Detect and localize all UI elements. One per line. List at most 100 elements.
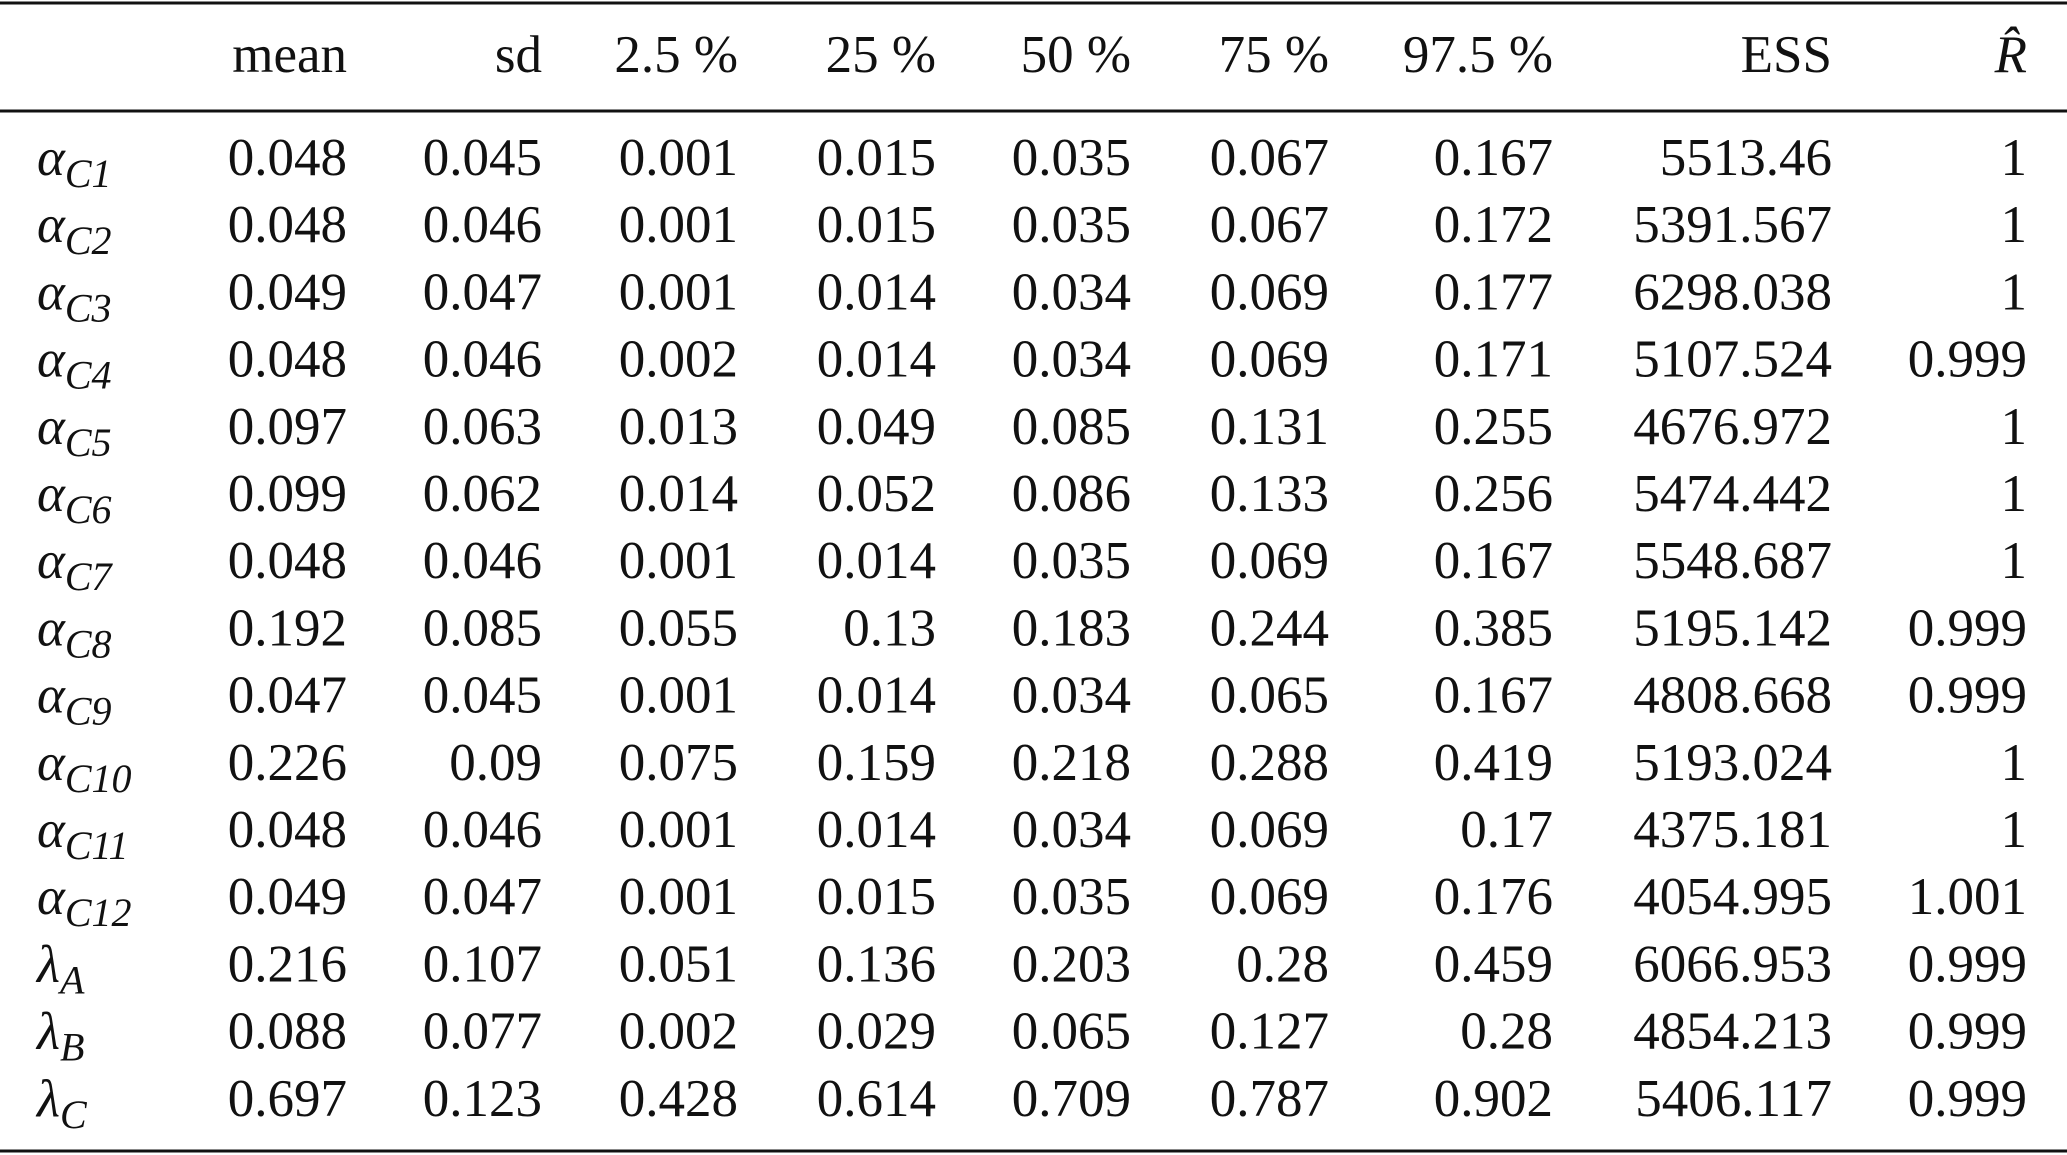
cell: 0.28 bbox=[1460, 1003, 1553, 1061]
cell: 4054.995 bbox=[1633, 868, 1832, 926]
cell: 5195.142 bbox=[1633, 599, 1832, 657]
cell: 0.063 bbox=[423, 398, 542, 456]
cell: 0.014 bbox=[817, 801, 936, 859]
row-symbol: α bbox=[37, 532, 66, 590]
cell: 0.17 bbox=[1460, 801, 1553, 859]
cell: 0.999 bbox=[1908, 935, 2027, 993]
cell: 0.085 bbox=[1012, 398, 1131, 456]
cell: 0.069 bbox=[1210, 263, 1329, 321]
cell: 0.001 bbox=[619, 667, 738, 725]
cell: 0.015 bbox=[817, 868, 936, 926]
cell: 1 bbox=[2001, 398, 2028, 456]
cell: 1 bbox=[2001, 129, 2028, 187]
cell: 0.013 bbox=[619, 398, 738, 456]
cell: 0.086 bbox=[1012, 465, 1131, 523]
row-label: αC3 bbox=[37, 263, 112, 330]
cell: 0.167 bbox=[1434, 667, 1553, 725]
cell: 0.048 bbox=[228, 129, 347, 187]
row-subscript: C bbox=[60, 1092, 88, 1137]
cell: 0.177 bbox=[1434, 263, 1553, 321]
cell: 1 bbox=[2001, 263, 2028, 321]
cell: 0.014 bbox=[817, 667, 936, 725]
cell: 0.035 bbox=[1012, 196, 1131, 254]
cell: 0.069 bbox=[1210, 532, 1329, 590]
column-header: 97.5 % bbox=[1403, 26, 1553, 84]
row-symbol: α bbox=[37, 868, 66, 926]
cell: 0.697 bbox=[228, 1070, 347, 1128]
cell: 0.614 bbox=[817, 1070, 936, 1128]
row-label: λB bbox=[35, 1003, 84, 1070]
row-symbol: α bbox=[37, 465, 66, 523]
column-header: 25 % bbox=[826, 26, 936, 84]
row-symbol: α bbox=[37, 734, 66, 792]
column-header: R̂ bbox=[1994, 26, 2027, 84]
row-label: αC1 bbox=[37, 129, 112, 196]
cell: 0.048 bbox=[228, 801, 347, 859]
cell: 0.046 bbox=[423, 801, 542, 859]
cell: 1 bbox=[2001, 532, 2028, 590]
cell: 0.256 bbox=[1434, 465, 1553, 523]
cell: 5474.442 bbox=[1633, 465, 1832, 523]
cell: 6066.953 bbox=[1633, 935, 1832, 993]
cell: 0.035 bbox=[1012, 868, 1131, 926]
row-label: αC10 bbox=[37, 734, 132, 801]
cell: 0.002 bbox=[619, 331, 738, 389]
cell: 0.035 bbox=[1012, 129, 1131, 187]
cell: 0.088 bbox=[228, 1003, 347, 1061]
cell: 0.999 bbox=[1908, 331, 2027, 389]
cell: 0.069 bbox=[1210, 331, 1329, 389]
column-header: 2.5 % bbox=[614, 26, 738, 84]
cell: 0.069 bbox=[1210, 801, 1329, 859]
cell: 0.014 bbox=[817, 331, 936, 389]
cell: 0.902 bbox=[1434, 1070, 1553, 1128]
cell: 0.001 bbox=[619, 868, 738, 926]
row-label: αC5 bbox=[37, 398, 112, 465]
row-subscript: C1 bbox=[65, 151, 112, 196]
cell: 0.035 bbox=[1012, 532, 1131, 590]
cell: 0.159 bbox=[817, 734, 936, 792]
row-symbol: α bbox=[37, 667, 66, 725]
row-subscript: C3 bbox=[65, 285, 112, 330]
cell: 1 bbox=[2001, 465, 2028, 523]
cell: 5513.46 bbox=[1660, 129, 1832, 187]
row-symbol: α bbox=[37, 801, 66, 859]
cell: 0.077 bbox=[423, 1003, 542, 1061]
cell: 0.062 bbox=[423, 465, 542, 523]
cell: 0.999 bbox=[1908, 1003, 2027, 1061]
cell: 0.999 bbox=[1908, 667, 2027, 725]
row-subscript: A bbox=[57, 957, 85, 1002]
column-header: ESS bbox=[1741, 26, 1832, 84]
cell: 0.065 bbox=[1210, 667, 1329, 725]
cell: 0.167 bbox=[1434, 532, 1553, 590]
cell: 0.428 bbox=[619, 1070, 738, 1128]
cell: 0.244 bbox=[1210, 599, 1329, 657]
cell: 0.045 bbox=[423, 129, 542, 187]
cell: 1.001 bbox=[1908, 868, 2027, 926]
row-subscript: C2 bbox=[65, 218, 112, 263]
cell: 0.015 bbox=[817, 129, 936, 187]
column-header: sd bbox=[495, 26, 542, 84]
cell: 0.014 bbox=[817, 263, 936, 321]
row-symbol: α bbox=[37, 331, 66, 389]
cell: 0.171 bbox=[1434, 331, 1553, 389]
cell: 0.28 bbox=[1236, 935, 1329, 993]
cell: 0.067 bbox=[1210, 196, 1329, 254]
cell: 0.176 bbox=[1434, 868, 1553, 926]
cell: 0.049 bbox=[228, 263, 347, 321]
row-symbol: α bbox=[37, 398, 66, 456]
row-subscript: C9 bbox=[65, 689, 112, 734]
row-symbol: α bbox=[37, 129, 66, 187]
cell: 0.385 bbox=[1434, 599, 1553, 657]
cell: 0.099 bbox=[228, 465, 347, 523]
row-symbol: α bbox=[37, 263, 66, 321]
cell: 5406.117 bbox=[1635, 1070, 1832, 1128]
cell: 0.097 bbox=[228, 398, 347, 456]
cell: 0.001 bbox=[619, 532, 738, 590]
cell: 4808.668 bbox=[1633, 667, 1832, 725]
row-label: αC12 bbox=[37, 868, 132, 935]
row-label: αC8 bbox=[37, 599, 112, 666]
cell: 0.029 bbox=[817, 1003, 936, 1061]
row-subscript: C10 bbox=[65, 756, 132, 801]
cell: 0.051 bbox=[619, 935, 738, 993]
